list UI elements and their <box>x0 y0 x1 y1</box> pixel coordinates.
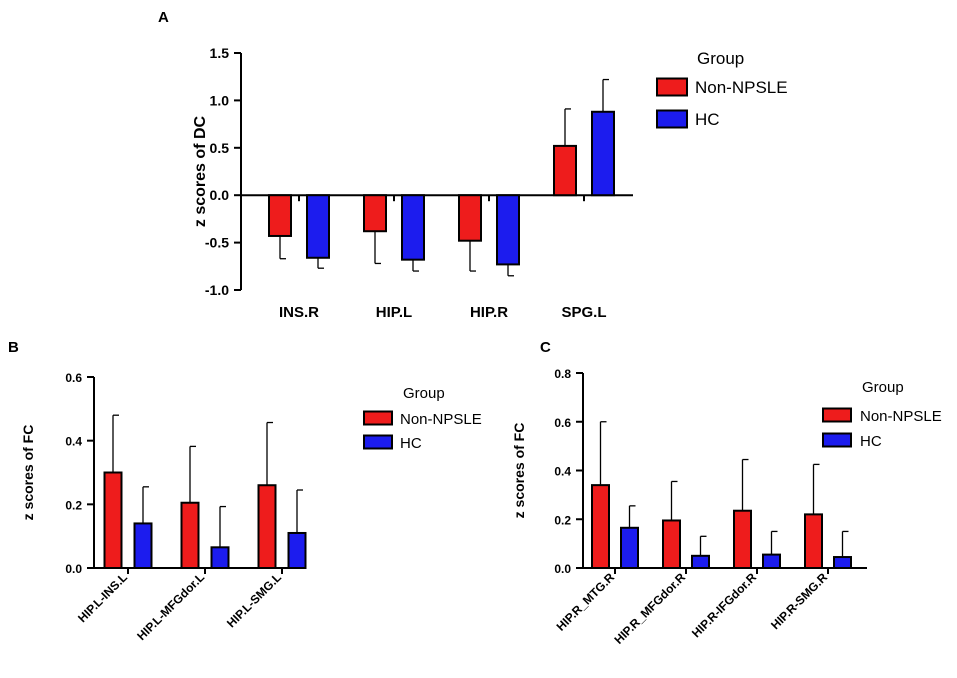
legend-swatch-hc <box>656 109 688 129</box>
y-tick-label: 0.2 <box>65 498 82 512</box>
bar-c-hc-2 <box>691 554 710 569</box>
bar-a-hc-3 <box>496 194 520 266</box>
y-axis-title: z scores of DC <box>192 115 209 227</box>
legend-swatch-hc <box>822 432 852 448</box>
x-category-label: HIP.R <box>470 304 508 321</box>
bar-b-non-npsle-2 <box>180 501 200 569</box>
y-axis-title: z scores of FC <box>511 423 527 519</box>
x-category-label: HIP.R_MTG.R <box>554 570 618 634</box>
bar-c-non-npsle-4 <box>804 513 823 569</box>
bar-c-hc-1 <box>620 526 639 569</box>
x-category-label: HIP.R_MFGdor.R <box>611 570 688 647</box>
legend-label-non-npsle: Non-NPSLE <box>860 408 942 425</box>
panel-a-chart: A -1.0 -0.5 0.0 0.5 1.0 1.5 z scores of DC INS.R… <box>158 9 788 321</box>
legend-swatch-hc <box>363 434 393 450</box>
x-category-label: INS.R <box>279 304 319 321</box>
y-tick-label: 0.6 <box>554 416 571 430</box>
legend-label-hc: HC <box>695 110 720 129</box>
bar-c-non-npsle-2 <box>662 519 681 569</box>
y-tick-label: 0.6 <box>65 371 82 385</box>
x-category-label: HIP.L-SMG.L <box>224 570 284 630</box>
bar-b-non-npsle-1 <box>103 471 123 569</box>
legend-label-non-npsle: Non-NPSLE <box>400 411 482 428</box>
bar-a-non-npsle-4 <box>553 144 577 197</box>
x-category-label: HIP.R-IFGdor.R <box>689 570 759 640</box>
legend-label-hc: HC <box>860 433 882 450</box>
x-category-label: HIP.L <box>376 304 412 321</box>
bar-a-hc-2 <box>401 194 425 261</box>
legend-swatch-non-npsle <box>656 77 688 97</box>
bar-b-hc-2 <box>210 546 230 570</box>
x-category-label: SPG.L <box>561 304 606 321</box>
bar-b-non-npsle-3 <box>257 484 277 570</box>
legend-title: Group <box>403 385 445 402</box>
bar-c-hc-4 <box>833 556 852 569</box>
y-tick-label: 0.0 <box>210 187 230 203</box>
legend-label-non-npsle: Non-NPSLE <box>695 78 788 97</box>
y-tick-label: 1.5 <box>210 45 230 61</box>
panel-c-chart: C 0.0 0.2 0.4 0.6 0.8 z scores of FC HIP.R_MTG.… <box>511 339 942 647</box>
bar-c-non-npsle-3 <box>733 509 752 569</box>
bar-c-hc-3 <box>762 553 781 569</box>
legend-swatch-non-npsle <box>822 407 852 423</box>
panel-label-b: B <box>8 339 19 356</box>
legend-title: Group <box>697 49 744 68</box>
bar-a-non-npsle-1 <box>268 194 292 237</box>
y-tick-label: 0.2 <box>554 513 571 527</box>
x-category-label: HIP.L-INS.L <box>75 570 130 625</box>
legend-label-hc: HC <box>400 435 422 452</box>
y-tick-label: 0.8 <box>554 367 571 381</box>
legend-swatch-non-npsle <box>363 410 393 426</box>
bar-a-hc-1 <box>306 194 330 259</box>
panel-label-c: C <box>540 339 551 356</box>
legend-title: Group <box>862 379 904 396</box>
bar-b-hc-3 <box>287 531 307 570</box>
y-tick-label: -0.5 <box>205 235 229 251</box>
x-category-label: HIP.L-MFGdor.L <box>134 570 207 643</box>
x-category-label: HIP.R-SMG.R <box>768 570 830 632</box>
y-tick-label: 0.5 <box>210 140 230 156</box>
bar-b-hc-1 <box>133 522 153 570</box>
y-tick-label: 0.0 <box>65 562 82 576</box>
y-axis-title: z scores of FC <box>20 425 36 521</box>
y-tick-label: -1.0 <box>205 282 229 298</box>
bar-a-non-npsle-3 <box>458 194 482 242</box>
y-tick-label: 1.0 <box>210 92 230 108</box>
y-tick-label: 0.4 <box>554 465 571 479</box>
panel-label-a: A <box>158 9 169 26</box>
bar-a-non-npsle-2 <box>363 194 387 233</box>
y-tick-label: 0.0 <box>554 562 571 576</box>
bar-c-non-npsle-1 <box>591 484 610 569</box>
bar-a-hc-4 <box>591 110 615 197</box>
y-tick-label: 0.4 <box>65 435 82 449</box>
